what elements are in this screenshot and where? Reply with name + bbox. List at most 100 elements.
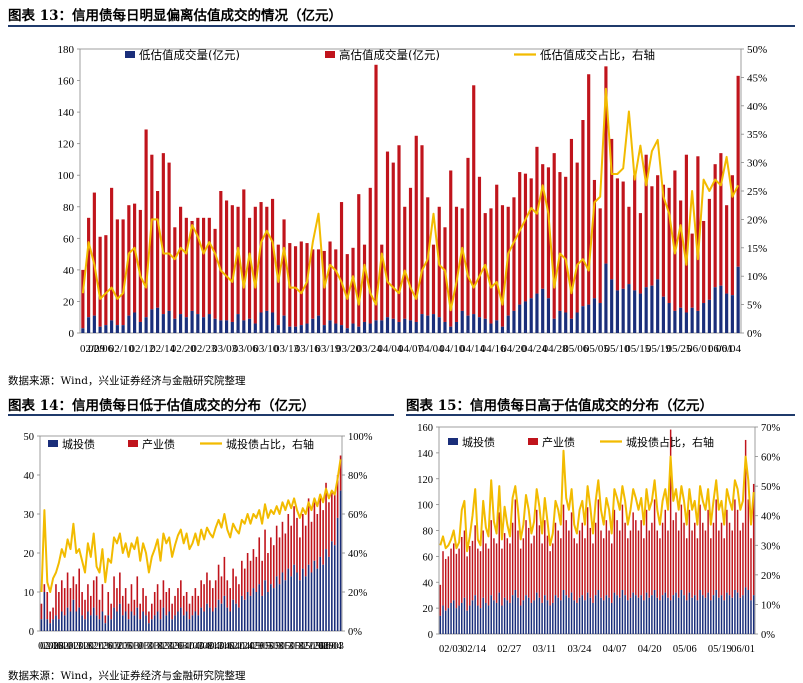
c14-bar-top-21 bbox=[101, 584, 104, 612]
c15-bar-top-78 bbox=[648, 530, 650, 598]
c14-x-tick-label-8: 03/05 bbox=[109, 641, 133, 652]
c14-bar-top-25 bbox=[113, 576, 115, 608]
c14-x-tick-label-11: 03/18 bbox=[139, 641, 163, 652]
c13-bar-bottom-82 bbox=[552, 318, 556, 333]
c14-ratio-line bbox=[40, 459, 342, 593]
c13-x-tick-label-25: 05/05 bbox=[584, 343, 610, 355]
c13-x-tick-label-7: 03/03 bbox=[212, 343, 238, 355]
c15-bar-bottom-101 bbox=[710, 600, 712, 634]
c14-bar-top-42 bbox=[162, 580, 165, 608]
c13-bar-top-87 bbox=[581, 120, 585, 307]
c15-bar-top-50 bbox=[573, 538, 575, 601]
c15-bar-top-84 bbox=[664, 509, 667, 593]
c14-bar-top-70 bbox=[243, 568, 246, 600]
c13-bar-bottom-16 bbox=[173, 318, 177, 333]
c14-bar-bottom-97 bbox=[322, 564, 324, 631]
c15-bar-bottom-10 bbox=[466, 610, 468, 634]
c14-bar-bottom-3 bbox=[49, 623, 51, 631]
c13-x-tick-label-8: 03/06 bbox=[233, 343, 259, 355]
c14-bar-top-7 bbox=[60, 580, 63, 612]
c15-bar-top-37 bbox=[538, 525, 541, 598]
c15-bar-top-8 bbox=[461, 536, 463, 603]
c14-bar-top-55 bbox=[200, 580, 202, 608]
c13-bar-top-79 bbox=[535, 146, 539, 294]
c13-bar-bottom-12 bbox=[150, 309, 154, 333]
c15-bar-top-52 bbox=[578, 530, 581, 598]
c14-legend-label-1: 产业债 bbox=[142, 437, 175, 451]
c15-legend-label-2: 城投债占比，右轴 bbox=[626, 435, 714, 449]
c15-bar-bottom-57 bbox=[592, 602, 594, 634]
c14-bar-bottom-84 bbox=[284, 580, 287, 631]
c13-bar-top-53 bbox=[385, 151, 390, 318]
c13-y2-tick-label-10: 50% bbox=[747, 44, 767, 56]
c14-bar-bottom-65 bbox=[229, 611, 232, 631]
c15-bar-bottom-68 bbox=[621, 590, 624, 634]
c14-bar-bottom-15 bbox=[84, 619, 86, 631]
c15-bar-bottom-54 bbox=[584, 600, 586, 634]
c14-y-tick-label-3: 30 bbox=[24, 510, 35, 521]
c13-bar-bottom-26 bbox=[230, 321, 234, 333]
c15-bar-bottom-95 bbox=[694, 595, 696, 634]
c14-bar-top-0 bbox=[40, 603, 43, 620]
c14-bar-bottom-24 bbox=[110, 619, 112, 631]
c14-bar-bottom-59 bbox=[211, 611, 214, 631]
c13-bar-bottom-56 bbox=[403, 318, 407, 333]
c14-bar-bottom-21 bbox=[101, 611, 104, 631]
figure-14-title: 图表 14：信用债每日低于估值成交的分布（亿元） bbox=[8, 398, 315, 414]
c14-bar-bottom-103 bbox=[339, 490, 342, 631]
c13-bar-top-11 bbox=[144, 129, 148, 318]
c15-bar-bottom-28 bbox=[514, 590, 517, 634]
c14-bar-bottom-91 bbox=[304, 576, 307, 631]
c13-bar-top-49 bbox=[362, 244, 367, 322]
c15-bar-top-91 bbox=[683, 522, 685, 596]
c14-bar-bottom-99 bbox=[328, 556, 330, 631]
c15-bar-bottom-98 bbox=[702, 595, 704, 634]
c13-bar-top-91 bbox=[604, 66, 608, 264]
c15-bar-top-67 bbox=[619, 530, 621, 598]
c15-bar-top-5 bbox=[452, 543, 455, 601]
c15-bar-top-54 bbox=[584, 538, 586, 601]
c15-bar-bottom-96 bbox=[696, 600, 699, 634]
c13-x-tick-label-2: 02/10 bbox=[109, 343, 135, 355]
c13-bar-bottom-30 bbox=[253, 323, 257, 333]
figure-15-title-rule bbox=[406, 414, 795, 416]
c15-bar-bottom-62 bbox=[605, 595, 608, 634]
c15-bar-bottom-106 bbox=[723, 600, 725, 634]
c14-bar-top-99 bbox=[328, 502, 330, 557]
c13-bar-top-56 bbox=[403, 206, 407, 319]
c14-bar-top-82 bbox=[278, 537, 281, 585]
c15-x-tick-label-7: 05/06 bbox=[673, 644, 697, 655]
c15-bar-bottom-49 bbox=[570, 592, 573, 634]
c15-bar-top-10 bbox=[466, 556, 468, 611]
c13-bar-top-12 bbox=[150, 154, 154, 310]
c13-bar-bottom-68 bbox=[472, 314, 476, 333]
c15-bar-top-58 bbox=[594, 522, 597, 596]
c15-bar-top-23 bbox=[501, 548, 503, 606]
c14-x-tick-label-19: 04/21 bbox=[219, 641, 243, 652]
c13-bar-top-23 bbox=[213, 228, 217, 319]
c15-bar-top-104 bbox=[718, 530, 720, 598]
c15-bar-top-61 bbox=[602, 538, 605, 601]
c15-bar-top-2 bbox=[444, 558, 447, 611]
c14-bar-top-87 bbox=[293, 506, 295, 565]
c13-bar-bottom-63 bbox=[443, 321, 447, 333]
c13-bar-top-113 bbox=[730, 175, 734, 296]
c15-bar-bottom-111 bbox=[736, 592, 739, 634]
c15-bar-bottom-17 bbox=[485, 602, 487, 634]
c15-bar-bottom-33 bbox=[527, 597, 530, 634]
c15-bar-top-17 bbox=[485, 543, 487, 603]
c15-bar-top-21 bbox=[495, 543, 498, 603]
c14-x-tick-label-22: 05/05 bbox=[250, 641, 274, 652]
c13-bar-bottom-107 bbox=[696, 310, 700, 333]
c15-bar-top-26 bbox=[509, 543, 511, 603]
c15-bar-bottom-25 bbox=[506, 600, 509, 634]
c14-bar-bottom-53 bbox=[194, 611, 197, 631]
c14-bar-bottom-54 bbox=[197, 615, 200, 631]
c13-bar-top-29 bbox=[247, 217, 252, 319]
c13-bar-bottom-6 bbox=[115, 325, 119, 333]
c15-bar-top-51 bbox=[576, 543, 578, 603]
c13-bar-bottom-94 bbox=[621, 288, 625, 333]
c13-bar-bottom-77 bbox=[523, 301, 528, 333]
c14-bar-top-2 bbox=[46, 592, 49, 620]
c15-bar-top-32 bbox=[525, 520, 527, 596]
